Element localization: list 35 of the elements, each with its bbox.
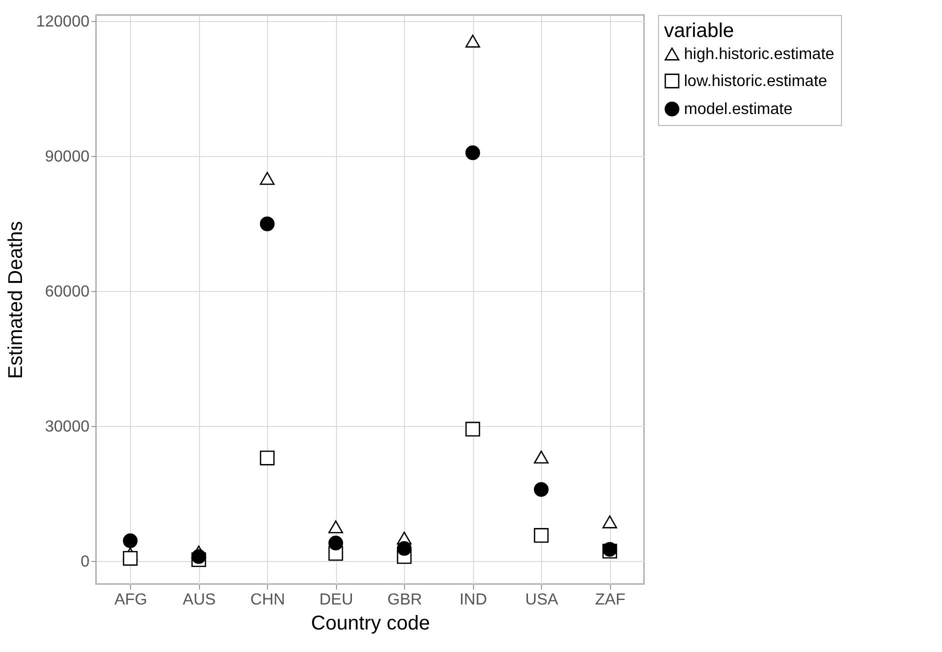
y-tick-label: 120000 (36, 13, 90, 30)
x-tick-label: AUS (182, 592, 216, 608)
y-axis-title: Estimated Deaths (5, 221, 28, 379)
point (602, 515, 618, 528)
x-axis-title: Country code (311, 612, 430, 634)
y-tick-label: 90000 (45, 148, 90, 166)
y-tick-label: 0 (80, 554, 90, 571)
point (534, 450, 549, 464)
y-tick-label: 30000 (45, 418, 90, 436)
point (534, 528, 549, 543)
point (191, 549, 206, 564)
x-tick-label: CHN (250, 592, 286, 608)
point (465, 145, 480, 160)
x-tick-label: ZAF (595, 592, 626, 608)
legend-label: low.historic.estimate (684, 73, 828, 90)
x-tick-label: IND (459, 592, 488, 608)
point (260, 450, 275, 466)
point (260, 172, 275, 185)
legend-label: model.estimate (684, 101, 793, 118)
point (328, 520, 344, 534)
point (465, 34, 480, 48)
legend-title: variable (664, 20, 734, 42)
point (122, 550, 138, 566)
x-tick-label: DEU (319, 592, 354, 608)
x-tick-label: AFG (114, 592, 148, 608)
x-tick-label: USA (525, 592, 559, 608)
point (328, 536, 344, 550)
point (465, 422, 480, 437)
point (260, 216, 275, 232)
x-tick-label: GBR (387, 592, 422, 608)
point (534, 482, 549, 497)
y-tick-label: 60000 (45, 283, 90, 300)
legend-label: high.historic.estimate (684, 46, 834, 63)
point (122, 533, 138, 548)
point (396, 541, 412, 556)
